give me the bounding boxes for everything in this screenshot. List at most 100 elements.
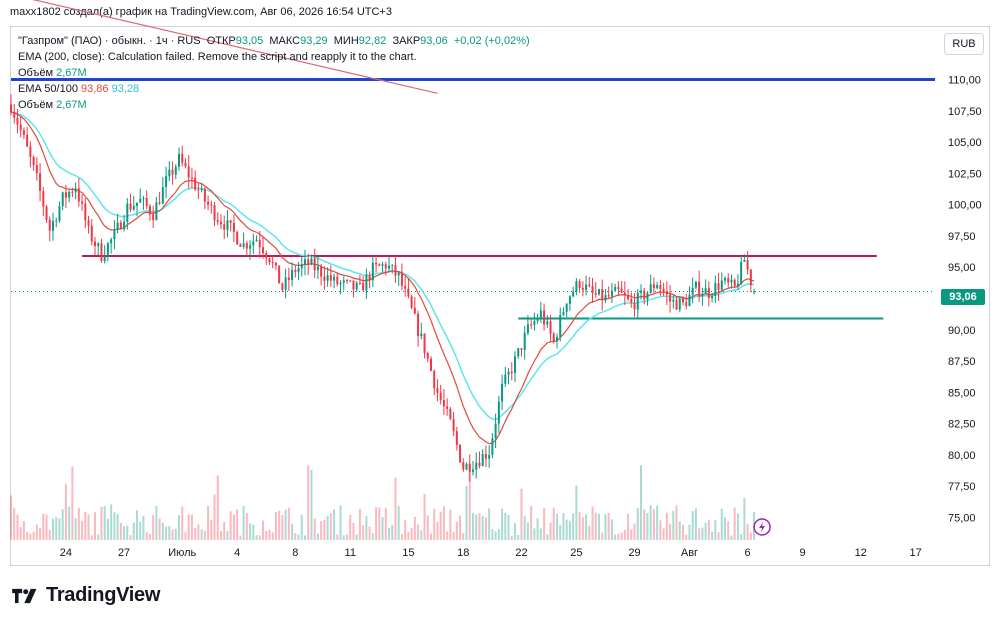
volume-bar: [339, 505, 342, 540]
candle-body: [646, 292, 649, 300]
volume-bar: [220, 531, 222, 540]
candle-body: [242, 243, 245, 247]
candle-body: [472, 469, 474, 472]
candle-body: [61, 192, 64, 207]
volume-bar: [436, 521, 439, 540]
volume-bar: [87, 514, 90, 540]
price-chart[interactable]: 112,50110,00107,50105,00102,50100,0097,5…: [0, 0, 1000, 570]
legend-ema200-text: EMA (200, close): Calculation failed. Re…: [18, 51, 417, 63]
candle-body: [704, 288, 707, 294]
volume-bar: [249, 523, 252, 540]
volume-bar: [39, 528, 42, 540]
legend-symbol[interactable]: "Газпром" (ПАО) · обыкн. · 1ч · RUS: [18, 35, 201, 47]
volume-bar: [497, 528, 500, 540]
candle-body: [216, 220, 219, 222]
currency-button[interactable]: RUB: [944, 33, 984, 55]
candle-body: [32, 156, 35, 166]
tradingview-logo[interactable]: TradingView: [10, 584, 160, 607]
candle-body: [252, 241, 255, 246]
candle-body: [136, 202, 138, 206]
tradingview-logo-icon: [12, 588, 37, 603]
candle-body: [753, 291, 756, 293]
time-tick-label: 12: [855, 547, 867, 559]
volume-bar: [717, 532, 720, 540]
legend-volume-value: 2,67M: [56, 67, 87, 79]
legend-volume-row[interactable]: Объём 2,67M: [18, 65, 530, 81]
candle-body: [711, 295, 714, 299]
candle-body: [743, 260, 746, 262]
candle-body: [578, 281, 581, 288]
legend-volume2-row[interactable]: Объём 2,67M: [18, 97, 530, 113]
candle-body: [604, 295, 607, 301]
candle-body: [727, 277, 730, 283]
candle-body: [484, 454, 487, 459]
volume-bar: [232, 514, 235, 540]
candle-body: [316, 266, 319, 271]
volume-bar: [730, 535, 733, 540]
legend-close-label: ЗАКР: [392, 35, 421, 47]
chart-frame[interactable]: [10, 26, 990, 566]
candle-body: [420, 333, 423, 337]
volume-bar: [268, 529, 271, 540]
candle-body: [123, 221, 126, 229]
volume-bar: [242, 506, 245, 540]
time-tick-label: 17: [909, 547, 921, 559]
ema50-path: [10, 111, 755, 445]
volume-bar: [575, 485, 578, 540]
volume-bar: [678, 521, 681, 540]
candle-body: [497, 401, 500, 424]
time-tick-label: 25: [570, 547, 582, 559]
volume-bar: [630, 529, 633, 540]
candle-body: [97, 243, 100, 247]
candle-body: [26, 134, 29, 147]
candle-body: [523, 332, 526, 351]
legend-ema50-value: 93,86: [81, 83, 109, 95]
candle-body: [203, 188, 206, 202]
candle-body: [633, 302, 636, 310]
candle-body: [672, 299, 675, 302]
candle-body: [640, 290, 642, 293]
candle-body: [475, 462, 478, 470]
candle-body: [459, 444, 462, 463]
volume-bar: [297, 534, 300, 540]
candle-body: [294, 269, 297, 273]
candle-body: [110, 239, 113, 244]
candle-body: [232, 222, 235, 232]
price-tick-label: 105,00: [948, 137, 982, 149]
legend-open-label: ОТКР: [206, 35, 236, 47]
time-tick-label: 24: [60, 547, 72, 559]
candle-body: [494, 423, 497, 439]
legend-ema-row[interactable]: EMA 50/100 93,86 93,28: [18, 81, 530, 97]
volume-bar: [707, 520, 710, 540]
candle-body: [507, 371, 510, 375]
candle-body: [465, 463, 468, 470]
candle-body: [384, 264, 387, 269]
candle-body: [436, 388, 439, 393]
volume-bar: [623, 529, 626, 540]
volume-bar: [97, 534, 100, 540]
volume-bar: [682, 524, 684, 540]
candle-body: [304, 259, 306, 265]
volume-bar: [559, 525, 562, 540]
time-tick-label: Июль: [168, 547, 196, 559]
volume-bar: [491, 529, 494, 540]
last-price-label: 93,06: [941, 289, 985, 305]
candle-body: [594, 292, 597, 295]
legend-ema200-row[interactable]: EMA (200, close): Calculation failed. Re…: [18, 49, 530, 65]
volume-bar: [536, 518, 539, 540]
volume-bar: [55, 517, 58, 540]
volume-bar: [216, 475, 219, 540]
candle-body: [171, 169, 174, 175]
candle-body: [433, 370, 436, 389]
volume-bar: [662, 528, 665, 540]
volume-bar: [468, 463, 471, 540]
volume-bar: [26, 531, 29, 540]
candle-body: [649, 284, 652, 293]
volume-bar: [22, 521, 25, 540]
volume-bar: [546, 534, 549, 540]
volume-bar: [229, 511, 232, 540]
volume-bar: [310, 469, 313, 540]
candle-body: [287, 277, 290, 281]
candle-body: [669, 294, 672, 302]
volume-bar: [417, 524, 420, 540]
